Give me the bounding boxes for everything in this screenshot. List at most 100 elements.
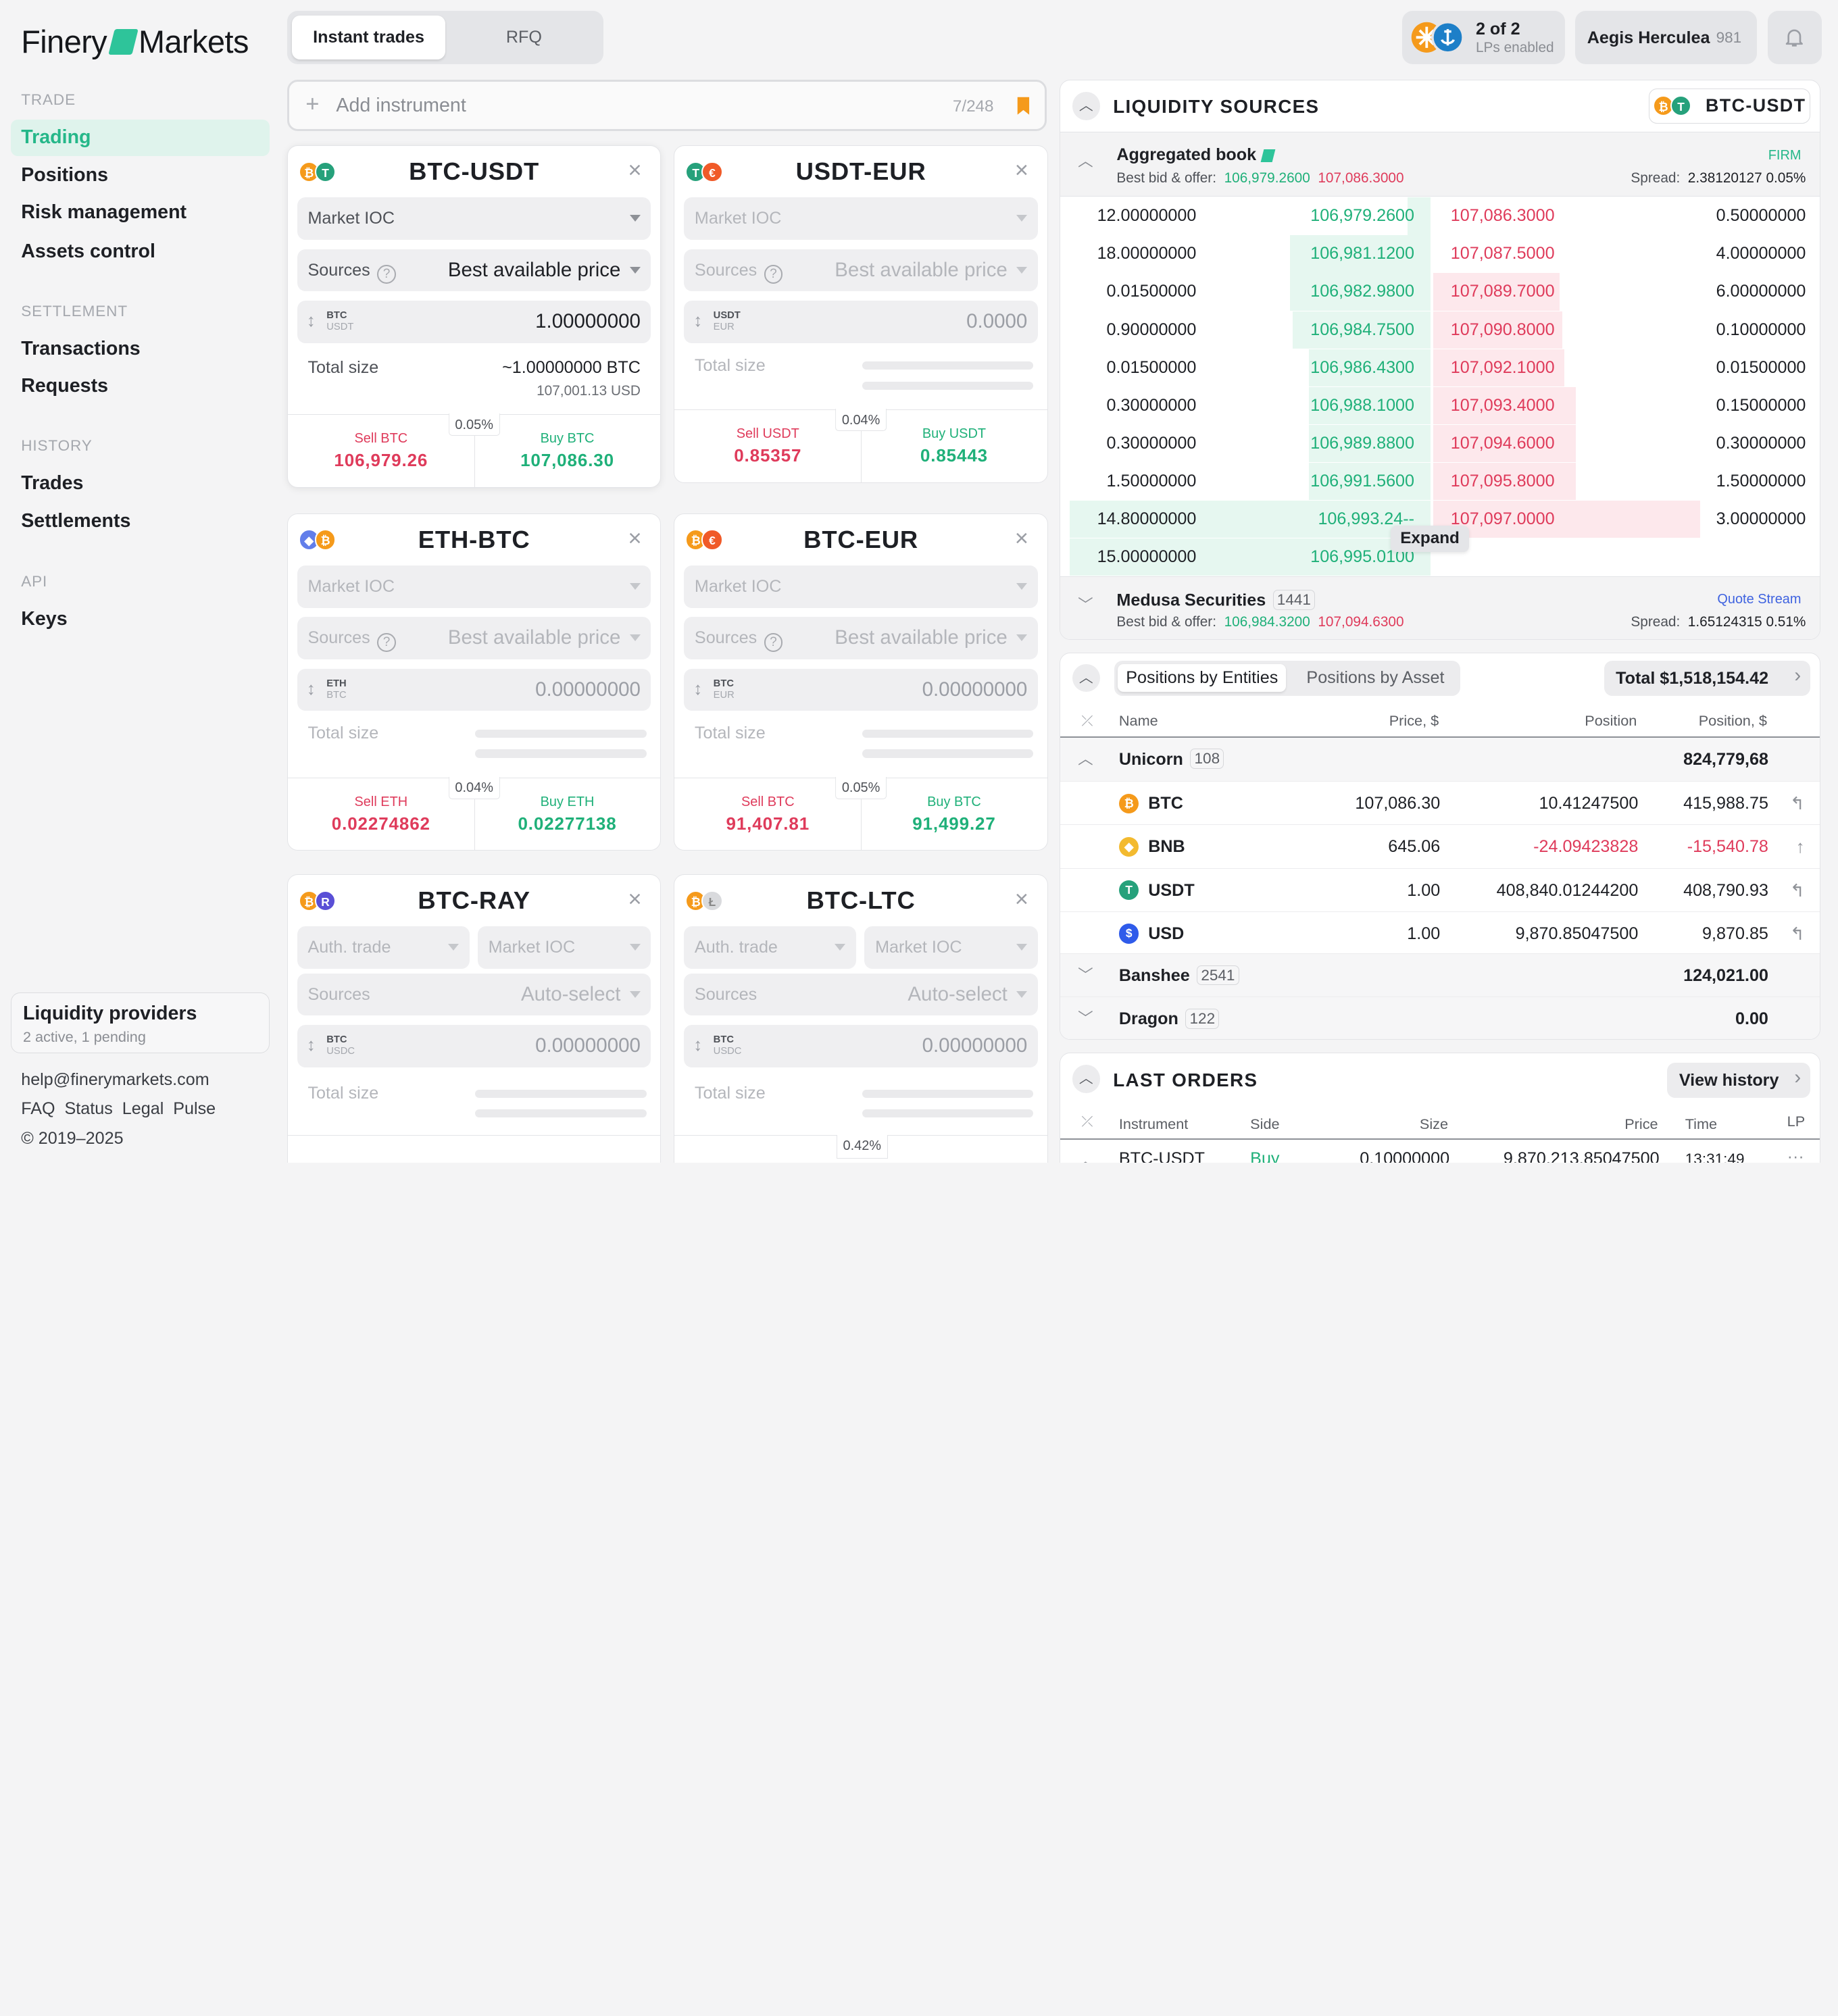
sell-label[interactable]: Sell BTC: [741, 795, 795, 810]
order-type-select[interactable]: Market IOC: [478, 926, 651, 969]
group-row-banshee[interactable]: ﹀ Banshee 2541 124,021.00: [1060, 953, 1820, 997]
close-icon[interactable]: ×: [1014, 157, 1029, 184]
sidebar-item-positions[interactable]: Positions: [21, 163, 108, 186]
collapse-icon[interactable]: ︿: [1072, 92, 1101, 120]
auth-trade-select[interactable]: Auth. trade: [297, 926, 470, 969]
collapse-icon[interactable]: ︿: [1072, 1065, 1101, 1093]
amount-input[interactable]: ↕ BTC USDT 1.00000000: [297, 301, 651, 343]
group-row-unicorn[interactable]: ︿ Unicorn 108 824,779,68: [1060, 738, 1820, 782]
order-type-select[interactable]: Market IOC: [864, 926, 1038, 969]
group-row-dragon[interactable]: ﹀ Dragon 122 0.00: [1060, 997, 1820, 1039]
col-side[interactable]: Side: [1250, 1115, 1280, 1132]
col-position[interactable]: Position: [1585, 711, 1637, 729]
sidebar-item-assets[interactable]: Assets control: [21, 240, 155, 262]
buy-button[interactable]: 91,499.27: [912, 813, 996, 834]
close-icon[interactable]: ×: [1014, 526, 1029, 552]
amount-input[interactable]: ↕ ETH BTC 0.00000000: [297, 668, 651, 711]
col-instrument[interactable]: Instrument: [1118, 1115, 1189, 1132]
legal-link[interactable]: Legal: [122, 1099, 164, 1119]
col-position-usd[interactable]: Position, $: [1698, 711, 1767, 729]
order-type-select[interactable]: Market IOC: [297, 197, 651, 240]
sources-select[interactable]: Sources? Best available price: [684, 249, 1038, 292]
buy-button[interactable]: 107,086.30: [520, 450, 614, 471]
sell-label[interactable]: Sell ETH: [354, 795, 408, 810]
close-icon[interactable]: ×: [628, 886, 642, 913]
col-price[interactable]: Price, $: [1389, 711, 1439, 729]
position-row[interactable]: ₿ BTC 107,086.30 10.41247500 415,988.75 ↰: [1060, 781, 1820, 824]
view-history-button[interactable]: View history ›: [1667, 1062, 1811, 1098]
sidebar-item-settlements[interactable]: Settlements: [21, 509, 131, 532]
col-name[interactable]: Name: [1118, 711, 1158, 729]
sources-select[interactable]: Sources? Best available price: [684, 617, 1038, 659]
order-book-row[interactable]: 18.00000000 106,981.1200 107,087.5000 4.000…: [1060, 235, 1820, 273]
order-book-row[interactable]: 0.01500000 106,982.9800 107,089.7000 6.0000…: [1060, 273, 1820, 311]
sidebar-item-requests[interactable]: Requests: [21, 375, 109, 397]
tab-positions-asset[interactable]: Positions by Asset: [1306, 667, 1445, 687]
buy-button[interactable]: 0.02277138: [518, 813, 617, 834]
faq-link[interactable]: FAQ: [21, 1099, 55, 1119]
return-icon[interactable]: ↰: [1789, 793, 1805, 814]
lps-enabled-chip[interactable]: 2 of 2 LPs enabled: [1401, 10, 1565, 65]
col-time[interactable]: Time: [1685, 1115, 1718, 1132]
order-book-row[interactable]: 12.00000000 106,979.2600 107,086.3000 0.500…: [1060, 197, 1820, 235]
order-book-row[interactable]: 15.00000000 106,995.0100: [1060, 538, 1820, 576]
collapse-icon[interactable]: ︿: [1072, 663, 1101, 692]
liquidity-providers-card[interactable]: Liquidity providers 2 active, 1 pending: [10, 992, 270, 1054]
position-row[interactable]: ◆ BNB 645.06 -24.09423828 -15,540.78 ↑: [1060, 824, 1820, 867]
sell-label[interactable]: Sell BTC: [354, 431, 408, 447]
order-book-row[interactable]: 0.01500000 106,986.4300 107,092.1000 0.0150…: [1060, 349, 1820, 387]
total-positions-button[interactable]: Total $1,518,154.42 ›: [1604, 660, 1811, 696]
order-book-row[interactable]: 0.30000000 106,988.1000 107,093.4000 0.1500…: [1060, 386, 1820, 425]
close-icon[interactable]: ×: [628, 157, 642, 184]
sources-select[interactable]: Sources? Best available price: [297, 249, 651, 292]
sidebar-item-keys[interactable]: Keys: [21, 608, 68, 630]
buy-label[interactable]: Buy BTC: [540, 431, 595, 447]
arrow-up-icon[interactable]: ↑: [1795, 836, 1805, 857]
buy-button[interactable]: 0.85443: [920, 445, 989, 466]
position-row[interactable]: $ USD 1.00 9,870.85047500 9,870.85 ↰: [1060, 911, 1820, 955]
amount-input[interactable]: ↕ BTC EUR 0.00000000: [684, 668, 1038, 711]
status-link[interactable]: Status: [64, 1099, 113, 1119]
expand-button[interactable]: Expand: [1391, 526, 1469, 552]
sources-select[interactable]: Sources? Best available price: [297, 617, 651, 659]
buy-label[interactable]: Buy USDT: [922, 426, 987, 442]
col-size[interactable]: Size: [1419, 1115, 1449, 1132]
bookmark-icon[interactable]: [1016, 96, 1030, 116]
close-icon[interactable]: ×: [628, 526, 642, 552]
sources-select[interactable]: Sources Auto-select: [297, 973, 651, 1016]
amount-input[interactable]: ↕ BTC USDC 0.00000000: [684, 1025, 1038, 1067]
sell-button[interactable]: 0.85357: [734, 445, 802, 466]
order-type-select[interactable]: Market IOC: [684, 565, 1038, 608]
collapse-all-icon[interactable]: ⤫: [1081, 1113, 1093, 1130]
buy-label[interactable]: Buy BTC: [927, 795, 981, 810]
tab-instant-trades[interactable]: Instant trades: [291, 15, 446, 60]
aggregated-book-header[interactable]: ︿ Aggregated book FIRM Best bid & offer:…: [1060, 132, 1820, 197]
support-email-link[interactable]: help@finerymarkets.com: [21, 1069, 209, 1089]
order-type-select[interactable]: Market IOC: [297, 565, 651, 608]
tab-positions-entities[interactable]: Positions by Entities: [1118, 663, 1287, 692]
pulse-link[interactable]: Pulse: [173, 1099, 216, 1119]
return-icon[interactable]: ↰: [1789, 880, 1805, 901]
col-price[interactable]: Price: [1624, 1115, 1658, 1132]
order-book-row[interactable]: 1.50000000 106,991.5600 107,095.8000 1.5000…: [1060, 462, 1820, 501]
sidebar-item-transactions[interactable]: Transactions: [21, 337, 141, 359]
notifications-button[interactable]: [1767, 10, 1822, 65]
sidebar-item-trading[interactable]: Trading: [10, 119, 270, 156]
close-icon[interactable]: ×: [1014, 886, 1029, 913]
sidebar-item-risk[interactable]: Risk management: [21, 201, 187, 224]
sell-button[interactable]: 0.02274862: [331, 813, 430, 834]
sources-select[interactable]: Sources Auto-select: [684, 973, 1038, 1016]
auth-trade-select[interactable]: Auth. trade: [684, 926, 857, 969]
collapse-all-icon[interactable]: ⤫: [1081, 711, 1093, 729]
tab-rfq[interactable]: RFQ: [505, 27, 542, 47]
amount-input[interactable]: ↕ BTC USDC 0.00000000: [297, 1025, 651, 1067]
sell-button[interactable]: 91,407.81: [726, 813, 810, 834]
return-icon[interactable]: ↰: [1789, 923, 1805, 944]
pair-selector[interactable]: ₿ T BTC-USDT: [1648, 89, 1811, 124]
order-book-row[interactable]: 14.80000000 106,993.24-- 107,097.0000 3.000…: [1060, 500, 1820, 538]
col-lp[interactable]: LP: [1787, 1113, 1806, 1130]
add-instrument-bar[interactable]: + Add instrument 7/248: [287, 79, 1047, 132]
user-menu[interactable]: Aegis Herculea 981: [1575, 10, 1758, 65]
order-book-row[interactable]: 0.90000000 106,984.7500 107,090.8000 0.1000…: [1060, 311, 1820, 349]
order-book-row[interactable]: 0.30000000 106,989.8800 107,094.6000 0.3000…: [1060, 424, 1820, 463]
